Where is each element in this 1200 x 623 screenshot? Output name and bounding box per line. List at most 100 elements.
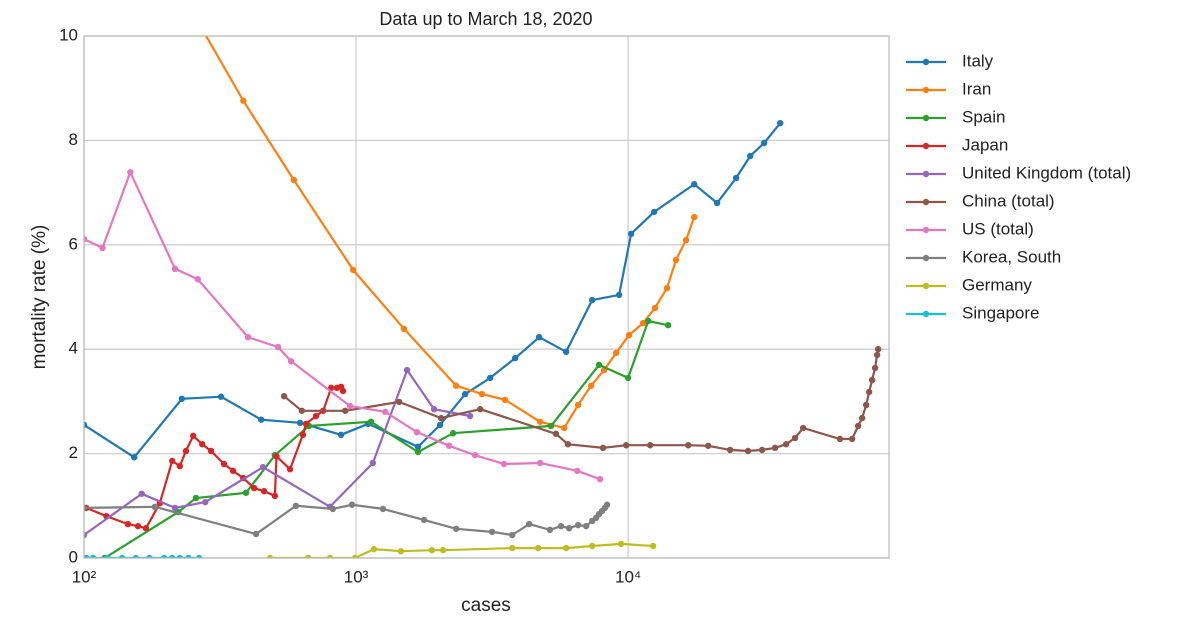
data-point <box>478 390 486 398</box>
data-point <box>132 554 139 558</box>
data-point <box>146 554 153 558</box>
data-point <box>379 505 387 513</box>
data-point <box>562 544 570 552</box>
data-point <box>414 443 422 451</box>
data-point <box>430 406 438 413</box>
legend-label: Japan <box>962 135 1008 154</box>
x-tick-label: 10⁴ <box>615 567 641 586</box>
data-point <box>771 444 779 452</box>
chart-title: Data up to March 18, 2020 <box>379 9 592 29</box>
data-point <box>791 434 799 442</box>
data-point <box>874 346 882 353</box>
data-point <box>871 364 879 372</box>
data-point <box>509 531 516 539</box>
x-tick-label: 10³ <box>344 567 369 586</box>
data-point <box>511 354 519 362</box>
data-point <box>452 382 460 389</box>
data-point <box>428 546 436 554</box>
data-point <box>535 333 543 341</box>
data-point <box>562 348 570 356</box>
data-point <box>746 152 754 160</box>
data-point <box>596 475 604 483</box>
legend-marker <box>922 170 930 178</box>
data-point <box>534 544 542 552</box>
legend-label: Spain <box>962 107 1005 126</box>
data-point <box>349 266 357 274</box>
data-point <box>488 528 496 536</box>
data-point <box>178 395 186 402</box>
legend-marker <box>922 114 930 122</box>
data-point <box>370 545 378 553</box>
data-point <box>624 374 632 382</box>
data-point <box>704 442 712 449</box>
data-point <box>84 421 88 429</box>
data-point <box>240 97 247 104</box>
data-point <box>413 428 421 436</box>
data-point <box>312 412 320 420</box>
data-point <box>477 406 484 413</box>
legend-label: Germany <box>962 275 1032 294</box>
data-point <box>862 401 870 409</box>
data-point <box>348 501 356 508</box>
data-point <box>169 457 176 465</box>
data-point <box>617 540 625 548</box>
data-point <box>776 119 784 127</box>
data-point <box>587 382 595 389</box>
data-point <box>672 256 680 264</box>
data-point <box>169 554 176 558</box>
data-point <box>84 504 88 512</box>
data-point <box>290 176 298 184</box>
data-point <box>574 521 582 529</box>
data-point <box>561 424 568 432</box>
data-point <box>836 435 844 443</box>
data-point <box>651 304 659 312</box>
data-point <box>131 454 138 461</box>
y-tick-label: 10 <box>59 25 78 44</box>
data-point <box>645 317 652 325</box>
legend-marker <box>922 86 930 94</box>
data-point <box>663 284 671 292</box>
data-point <box>127 169 134 176</box>
data-point <box>296 419 304 427</box>
data-point <box>99 244 106 252</box>
data-point <box>329 505 337 513</box>
data-point <box>395 398 403 406</box>
legend-marker <box>922 226 930 234</box>
data-point <box>546 526 554 534</box>
data-point <box>573 467 581 475</box>
data-point <box>244 333 252 341</box>
plot-area <box>84 36 889 558</box>
data-point <box>436 421 444 429</box>
data-point <box>337 431 345 439</box>
data-point <box>280 392 288 400</box>
data-point <box>501 396 509 404</box>
data-point <box>744 447 752 455</box>
data-point <box>292 502 300 509</box>
data-point <box>589 542 596 550</box>
data-point <box>471 451 479 459</box>
data-point <box>252 530 260 538</box>
data-point <box>190 432 197 440</box>
data-point <box>171 504 179 512</box>
data-point <box>367 418 375 425</box>
data-point <box>782 441 790 448</box>
data-point <box>341 407 349 414</box>
data-point <box>536 418 544 425</box>
data-point <box>84 531 88 539</box>
data-point <box>649 542 657 550</box>
data-point <box>854 422 862 430</box>
data-point <box>595 361 603 369</box>
y-tick-label: 0 <box>69 547 78 566</box>
data-point <box>194 276 201 283</box>
data-point <box>685 442 692 449</box>
data-point <box>229 467 237 475</box>
data-point <box>865 388 873 396</box>
series-line <box>104 319 669 558</box>
legend-marker <box>922 198 930 206</box>
data-point <box>199 441 206 448</box>
data-point <box>437 414 445 422</box>
data-point <box>176 462 184 470</box>
data-point <box>202 498 209 506</box>
data-point <box>646 442 654 449</box>
